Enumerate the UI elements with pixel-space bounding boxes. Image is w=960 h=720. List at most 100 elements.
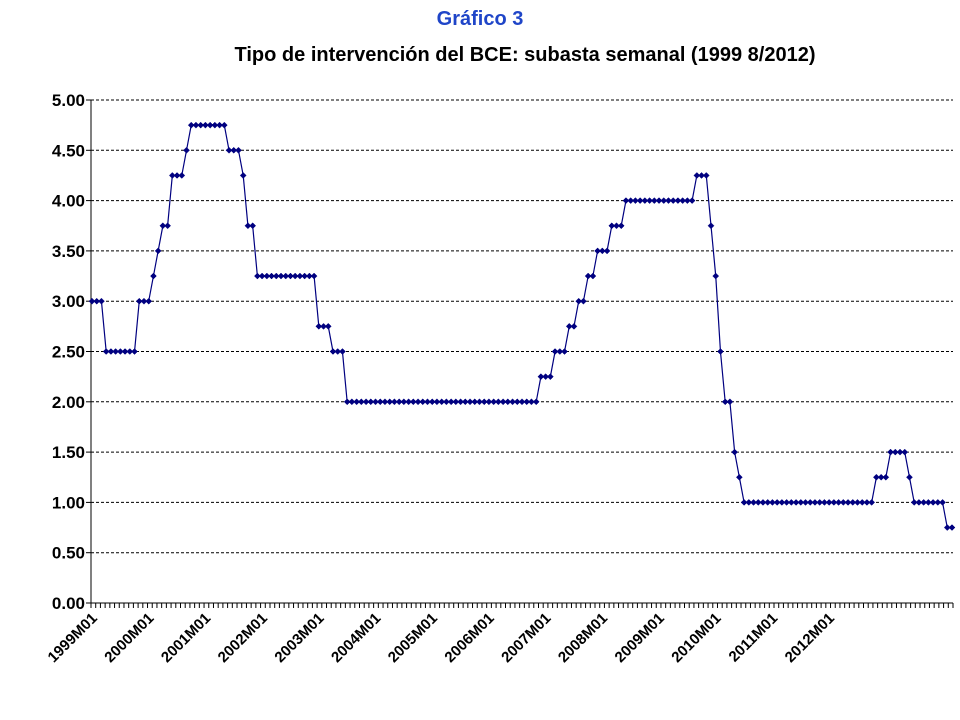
data-point: [362, 398, 370, 406]
data-point: [452, 398, 460, 406]
data-point: [660, 197, 668, 204]
data-point: [414, 398, 422, 406]
data-point: [268, 272, 275, 280]
data-point: [863, 499, 871, 506]
data-point: [759, 499, 767, 506]
data-point: [750, 499, 757, 506]
y-tick-label: 4.50: [52, 141, 85, 160]
data-point: [721, 398, 729, 406]
data-point: [528, 398, 535, 406]
data-point: [457, 398, 464, 406]
data-point: [329, 348, 337, 355]
y-tick-label: 3.50: [52, 242, 85, 261]
x-tick-label: 2001M01: [158, 610, 214, 666]
data-point: [239, 172, 247, 179]
data-point: [428, 398, 436, 406]
data-point: [353, 398, 360, 406]
data-point: [806, 499, 814, 506]
data-point: [613, 222, 620, 230]
y-tick-label: 2.50: [52, 343, 85, 362]
x-tick-label: 2010M01: [668, 610, 724, 666]
data-point: [348, 398, 356, 406]
data-point: [168, 172, 176, 179]
data-point: [754, 499, 762, 506]
data-point: [164, 222, 171, 230]
data-point: [702, 172, 710, 179]
data-point: [821, 499, 828, 506]
data-point: [707, 222, 715, 230]
data-point: [608, 222, 616, 230]
data-point: [178, 172, 186, 179]
data-point: [282, 272, 290, 280]
data-point: [773, 499, 781, 506]
x-tick-label: 2012M01: [782, 610, 838, 666]
data-point: [291, 272, 299, 280]
data-point: [433, 398, 441, 406]
data-point: [150, 272, 157, 280]
data-point: [565, 322, 573, 330]
data-point: [447, 398, 455, 406]
data-point: [769, 499, 776, 506]
data-point: [485, 398, 493, 406]
data-point: [230, 146, 238, 154]
data-point: [367, 398, 375, 406]
data-point: [183, 146, 190, 154]
data-point: [287, 272, 294, 280]
data-point: [532, 398, 540, 406]
data-point: [206, 121, 214, 129]
data-point: [405, 398, 412, 406]
x-tick-label: 2000M01: [101, 610, 157, 666]
y-tick-labels: 0.00 0.50 1.00 1.50 2.00 2.50 3.00 3.50 4.00 4.50…: [52, 91, 85, 613]
data-point: [301, 272, 308, 280]
data-point: [471, 398, 479, 406]
data-point: [551, 348, 559, 355]
data-point: [263, 272, 271, 280]
data-point: [537, 373, 545, 381]
data-point: [556, 348, 564, 355]
data-point: [509, 398, 516, 406]
data-point: [131, 348, 138, 355]
data-point: [116, 348, 124, 355]
data-point: [792, 499, 800, 506]
x-tick-label: 1999M01: [45, 610, 101, 666]
data-point: [504, 398, 512, 406]
data-point: [518, 398, 526, 406]
data-point: [887, 448, 894, 456]
data-point: [580, 297, 587, 305]
data-point: [93, 297, 101, 305]
data-point: [320, 322, 327, 330]
y-tick-label: 5.00: [52, 91, 85, 110]
data-point: [868, 499, 876, 506]
data-point: [849, 499, 857, 506]
data-point: [617, 222, 625, 230]
data-point: [306, 272, 313, 280]
data-point: [797, 499, 805, 506]
data-point: [235, 146, 242, 154]
data-point: [296, 272, 304, 280]
series-line: [92, 124, 952, 529]
data-point: [598, 247, 606, 255]
data-point: [891, 448, 899, 456]
data-point: [490, 398, 498, 406]
data-point: [225, 146, 233, 154]
data-point: [570, 322, 578, 330]
data-point: [220, 121, 228, 129]
data-point: [376, 398, 384, 406]
data-point: [197, 121, 205, 129]
data-point: [669, 197, 677, 204]
data-point: [882, 473, 890, 481]
data-point: [277, 272, 285, 280]
data-point: [858, 499, 866, 506]
y-tick-label: 2.00: [52, 393, 85, 412]
chart-title: Tipo de intervención del BCE: subasta se…: [234, 44, 816, 66]
data-point: [334, 348, 342, 355]
data-point: [920, 499, 928, 506]
data-point: [254, 272, 261, 280]
data-point: [121, 348, 129, 355]
data-point: [764, 499, 772, 506]
data-point: [126, 348, 134, 355]
data-point: [603, 247, 611, 255]
data-point: [561, 348, 568, 355]
data-point: [778, 499, 786, 506]
data-point: [244, 222, 252, 230]
